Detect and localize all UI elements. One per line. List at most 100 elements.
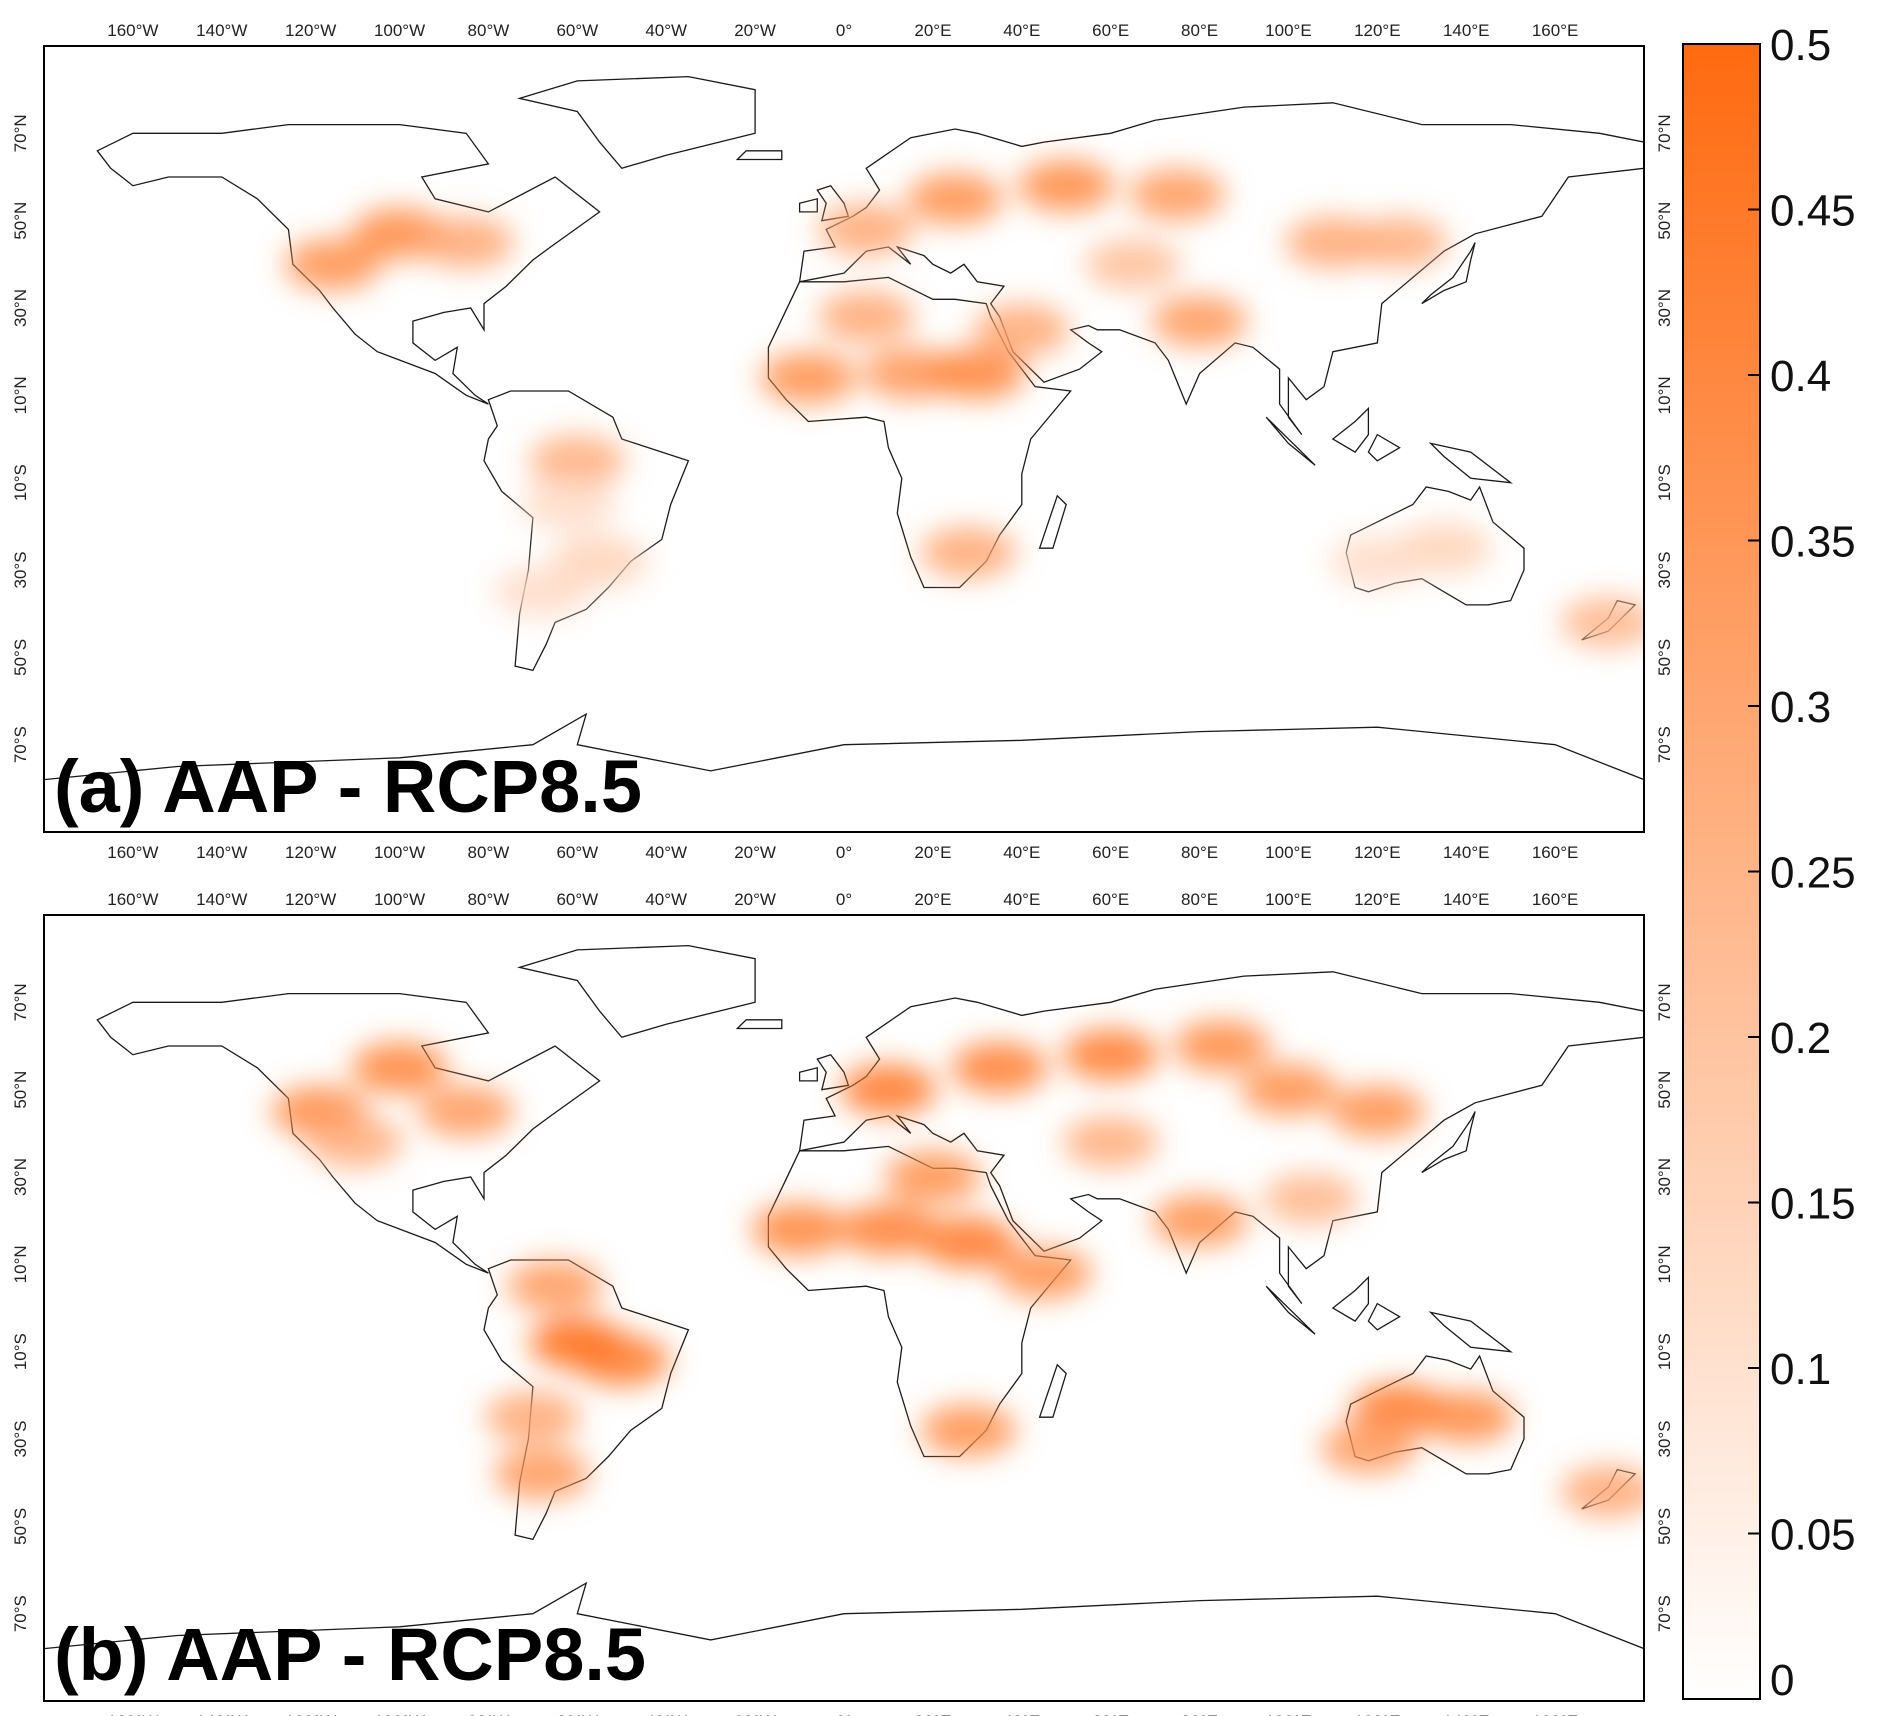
lon-tick-label: 40°E xyxy=(1003,890,1040,909)
lat-tick-label: 50°S xyxy=(11,1508,30,1545)
landmass xyxy=(517,75,756,170)
lat-tick-label: 10°S xyxy=(1655,1333,1674,1370)
lat-tick-label: 70°N xyxy=(1655,114,1674,152)
lat-tick-label: 50°S xyxy=(11,639,30,676)
lon-tick-label: 60°E xyxy=(1092,1712,1129,1716)
lat-tick-label: 30°S xyxy=(11,551,30,588)
heat-layer xyxy=(271,1020,1644,1518)
landmass xyxy=(1428,442,1513,484)
heat-hotspot xyxy=(418,1085,515,1138)
heat-hotspot xyxy=(840,1063,937,1116)
lat-tick-label: 70°N xyxy=(1655,983,1674,1021)
heat-hotspot xyxy=(507,1260,604,1313)
lon-tick-label: 40°W xyxy=(645,890,687,909)
lat-tick-label: 10°N xyxy=(11,1245,30,1283)
heat-hotspot xyxy=(1262,1172,1359,1225)
lon-tick-label: 60°W xyxy=(556,843,598,862)
landmass xyxy=(1265,1285,1316,1335)
landmass xyxy=(798,197,818,213)
colorbar-tick-label: 0.25 xyxy=(1770,849,1856,898)
bottom-longitude-ticks: 160°W 140°W 120°W 100°W 80°W 60°W 40°W 20°W 0° 20… xyxy=(107,1712,1578,1716)
lon-tick-label: 120°W xyxy=(285,890,336,909)
colorbar-tick-label: 0 xyxy=(1770,1656,1794,1705)
lon-tick-label: 20°W xyxy=(734,1712,776,1716)
heat-hotspot xyxy=(307,1116,404,1169)
heat-hotspot xyxy=(484,1391,581,1444)
lat-tick-label: 10°S xyxy=(1655,464,1674,501)
lon-tick-label: 60°W xyxy=(556,1712,598,1716)
lon-tick-label: 40°W xyxy=(645,1712,687,1716)
landmass xyxy=(798,1066,818,1082)
lat-tick-label: 50°S xyxy=(1655,1508,1674,1545)
lon-tick-label: 40°W xyxy=(645,843,687,862)
landmass xyxy=(735,150,783,161)
heat-hotspot xyxy=(1329,535,1426,588)
lon-tick-label: 100°E xyxy=(1265,890,1312,909)
lat-tick-label: 10°N xyxy=(11,376,30,414)
lat-tick-label: 70°S xyxy=(11,726,30,763)
colorbar-tick-label: 0.05 xyxy=(1770,1511,1856,1560)
lat-tick-label: 50°S xyxy=(1655,639,1674,676)
map-panel-a: 160°W 140°W 120°W 100°W 80°W 60°W 40°W 20°W 0° 20… xyxy=(11,21,1674,862)
heat-hotspot xyxy=(1129,168,1226,221)
left-latitude-ticks: 70°N 50°N 30°N 10°N 10°S 30°S 50°S 70°S xyxy=(11,983,30,1632)
landmass xyxy=(1331,406,1370,453)
heat-hotspot xyxy=(951,1041,1048,1094)
landmass xyxy=(44,1581,1644,1701)
heat-hotspot xyxy=(929,347,1026,400)
lon-tick-label: 80°W xyxy=(468,843,510,862)
heat-hotspot xyxy=(996,1247,1092,1300)
lon-tick-label: 20°E xyxy=(914,1712,951,1716)
lon-tick-label: 40°E xyxy=(1003,1712,1040,1716)
heat-hotspot xyxy=(840,1203,937,1256)
lon-tick-label: 20°W xyxy=(734,21,776,40)
panel-label: (a) AAP - RCP8.5 xyxy=(54,745,642,828)
lat-tick-label: 30°N xyxy=(11,1158,30,1196)
lat-tick-label: 30°N xyxy=(11,289,30,327)
colorbar-tick-label: 0.45 xyxy=(1770,187,1856,236)
landmass xyxy=(1428,1311,1513,1353)
heat-layer xyxy=(284,159,1644,649)
lon-tick-label: 80°E xyxy=(1181,843,1218,862)
left-latitude-ticks: 70°N 50°N 30°N 10°N 10°S 30°S 50°S 70°S xyxy=(11,114,30,763)
colorbar-tick-label: 0.35 xyxy=(1770,518,1856,567)
heat-hotspot xyxy=(1351,216,1448,269)
lat-tick-label: 50°N xyxy=(1655,202,1674,240)
lon-tick-label: 60°E xyxy=(1092,890,1129,909)
heat-hotspot xyxy=(418,216,515,269)
lon-tick-label: 160°W xyxy=(107,843,158,862)
lon-tick-label: 100°W xyxy=(374,890,425,909)
lat-tick-label: 70°N xyxy=(11,114,30,152)
landmass xyxy=(1265,416,1316,466)
heat-hotspot xyxy=(1418,1391,1515,1444)
lon-tick-label: 0° xyxy=(836,1712,852,1716)
landmass xyxy=(517,944,756,1039)
lon-tick-label: 80°E xyxy=(1181,1712,1218,1716)
heat-hotspot xyxy=(1062,1116,1159,1169)
lon-tick-label: 160°E xyxy=(1532,843,1579,862)
heat-hotspot xyxy=(920,1216,1017,1269)
lon-tick-label: 60°E xyxy=(1092,21,1129,40)
heat-hotspot xyxy=(907,172,1004,225)
lon-tick-label: 120°E xyxy=(1354,1712,1401,1716)
lat-tick-label: 70°N xyxy=(11,983,30,1021)
heat-hotspot xyxy=(884,1151,981,1203)
colorbar-tick-label: 0.2 xyxy=(1770,1014,1831,1063)
heat-hotspot xyxy=(1560,1465,1644,1518)
lat-tick-label: 50°N xyxy=(11,1071,30,1109)
bottom-longitude-ticks: 160°W 140°W 120°W 100°W 80°W 60°W 40°W 20°W 0° 20… xyxy=(107,843,1578,862)
heat-hotspot xyxy=(1151,295,1248,348)
heat-hotspot xyxy=(862,347,959,400)
lon-tick-label: 140°W xyxy=(196,843,247,862)
top-longitude-ticks: 160°W 140°W 120°W 100°W 80°W 60°W 40°W 20°W 0° 20… xyxy=(107,21,1578,40)
lon-tick-label: 160°E xyxy=(1532,1712,1579,1716)
map-panel-b: 160°W 140°W 120°W 100°W 80°W 60°W 40°W 20°W 0° 20… xyxy=(11,890,1674,1716)
lon-tick-label: 80°W xyxy=(468,21,510,40)
lon-tick-label: 80°W xyxy=(468,890,510,909)
lon-tick-label: 100°W xyxy=(374,1712,425,1716)
heat-hotspot xyxy=(493,1447,590,1500)
landmass xyxy=(1421,1111,1476,1174)
colorbar-tick-label: 0.5 xyxy=(1770,21,1831,70)
lon-tick-label: 20°W xyxy=(734,890,776,909)
lat-tick-label: 10°N xyxy=(1655,1245,1674,1283)
